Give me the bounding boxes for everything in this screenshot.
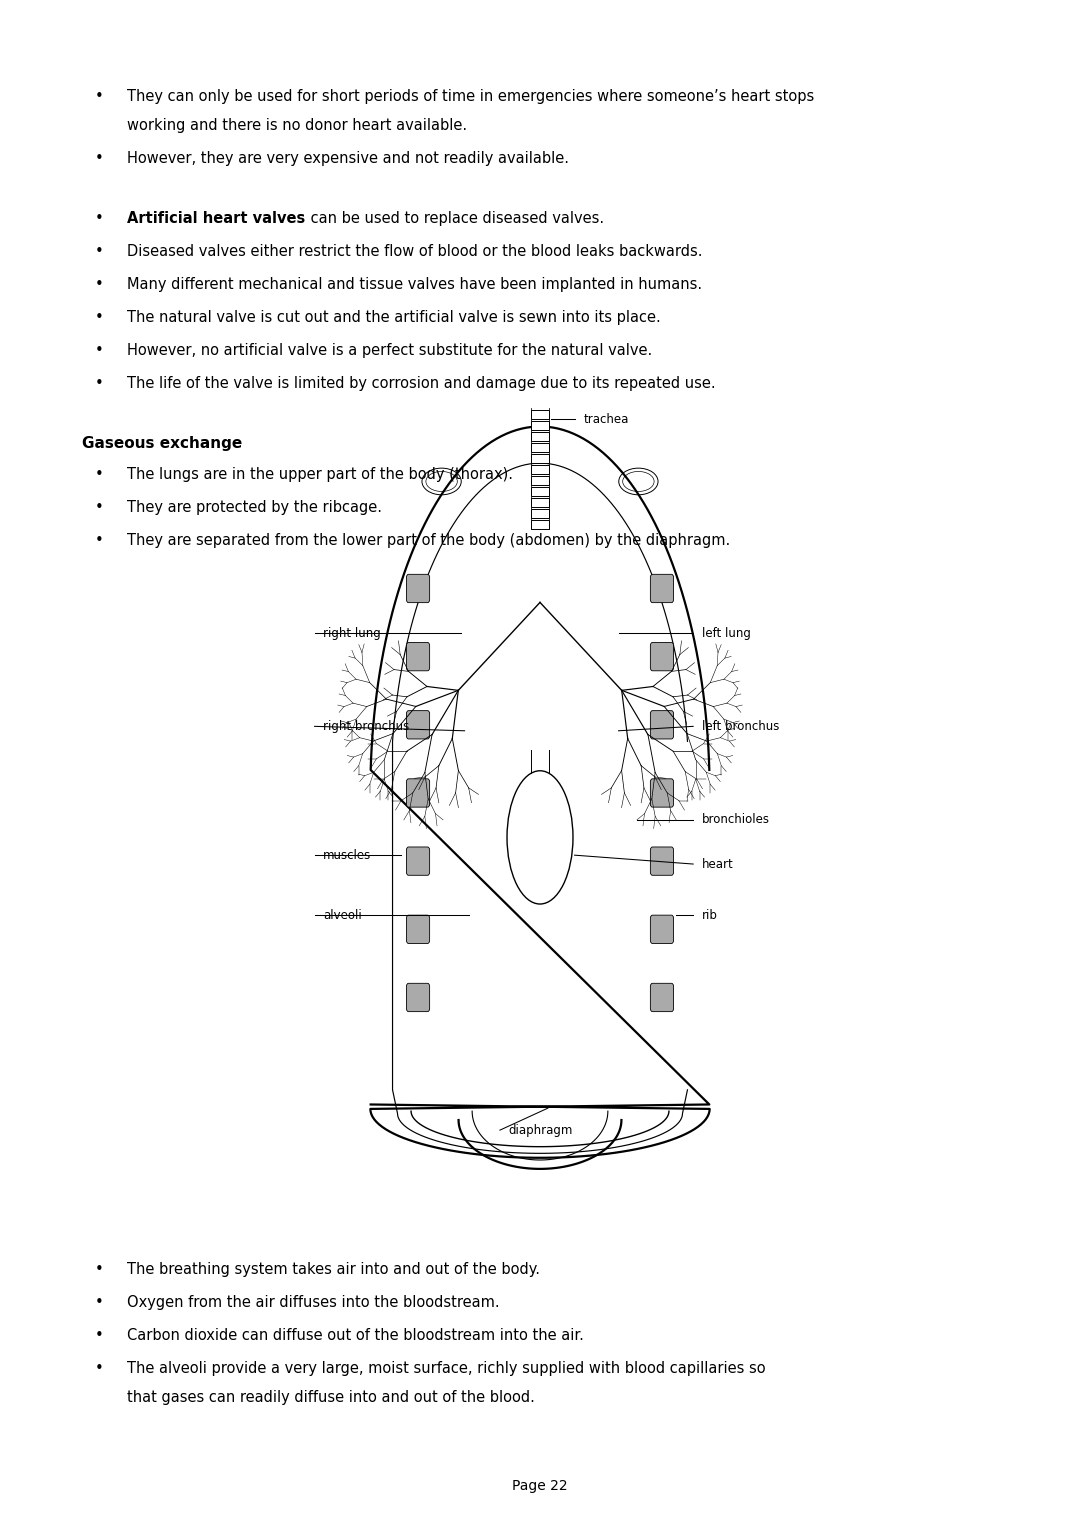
Text: The life of the valve is limited by corrosion and damage due to its repeated use: The life of the valve is limited by corr… (127, 376, 716, 391)
FancyBboxPatch shape (650, 983, 674, 1011)
Text: diaphragm: diaphragm (509, 1124, 573, 1136)
Bar (531, 487, 549, 496)
Text: However, they are very expensive and not readily available.: However, they are very expensive and not… (127, 151, 569, 166)
FancyBboxPatch shape (406, 847, 430, 875)
Bar (531, 475, 549, 484)
FancyBboxPatch shape (650, 915, 674, 944)
FancyBboxPatch shape (650, 847, 674, 875)
Text: They are separated from the lower part of the body (abdomen) by the diaphragm.: They are separated from the lower part o… (127, 533, 731, 548)
Text: Diseased valves either restrict the flow of blood or the blood leaks backwards.: Diseased valves either restrict the flow… (127, 244, 703, 260)
Text: •: • (95, 1328, 104, 1342)
Text: •: • (95, 1295, 104, 1310)
Text: •: • (95, 499, 104, 515)
Text: The natural valve is cut out and the artificial valve is sewn into its place.: The natural valve is cut out and the art… (127, 310, 661, 325)
Text: left lung: left lung (702, 626, 751, 640)
Text: left bronchus: left bronchus (702, 719, 779, 733)
Text: •: • (95, 1361, 104, 1376)
Text: Carbon dioxide can diffuse out of the bloodstream into the air.: Carbon dioxide can diffuse out of the bl… (127, 1328, 584, 1342)
FancyBboxPatch shape (406, 983, 430, 1011)
Bar (531, 464, 549, 473)
Text: Page 22: Page 22 (512, 1480, 568, 1493)
Bar (531, 498, 549, 507)
Bar (531, 443, 549, 452)
Text: The alveoli provide a very large, moist surface, richly supplied with blood capi: The alveoli provide a very large, moist … (127, 1361, 766, 1376)
Bar (531, 409, 549, 418)
Text: •: • (95, 244, 104, 260)
Text: •: • (95, 533, 104, 548)
FancyBboxPatch shape (650, 779, 674, 808)
FancyBboxPatch shape (406, 915, 430, 944)
Text: •: • (95, 278, 104, 292)
Bar (531, 508, 549, 518)
Text: Many different mechanical and tissue valves have been implanted in humans.: Many different mechanical and tissue val… (127, 278, 703, 292)
Text: The breathing system takes air into and out of the body.: The breathing system takes air into and … (127, 1263, 540, 1277)
Bar (531, 420, 549, 429)
Text: •: • (95, 151, 104, 166)
Text: •: • (95, 1263, 104, 1277)
Text: •: • (95, 89, 104, 104)
Bar (531, 519, 549, 528)
FancyBboxPatch shape (406, 643, 430, 670)
FancyBboxPatch shape (406, 710, 430, 739)
Text: that gases can readily diffuse into and out of the blood.: that gases can readily diffuse into and … (127, 1391, 536, 1405)
Text: •: • (95, 467, 104, 483)
Text: •: • (95, 376, 104, 391)
Text: heart: heart (702, 858, 733, 870)
Text: trachea: trachea (584, 412, 630, 426)
FancyBboxPatch shape (650, 643, 674, 670)
Text: Gaseous exchange: Gaseous exchange (82, 435, 242, 450)
Text: rib: rib (702, 909, 718, 922)
Bar (531, 432, 549, 441)
Text: muscles: muscles (323, 849, 372, 861)
Text: can be used to replace diseased valves.: can be used to replace diseased valves. (306, 212, 604, 226)
FancyBboxPatch shape (650, 710, 674, 739)
Text: alveoli: alveoli (323, 909, 362, 922)
Text: bronchioles: bronchioles (702, 812, 770, 826)
Text: working and there is no donor heart available.: working and there is no donor heart avai… (127, 118, 468, 133)
Text: Artificial heart valves: Artificial heart valves (127, 212, 306, 226)
Text: Oxygen from the air diffuses into the bloodstream.: Oxygen from the air diffuses into the bl… (127, 1295, 500, 1310)
Text: •: • (95, 212, 104, 226)
FancyBboxPatch shape (406, 574, 430, 603)
Text: However, no artificial valve is a perfect substitute for the natural valve.: However, no artificial valve is a perfec… (127, 342, 652, 357)
Text: They can only be used for short periods of time in emergencies where someone’s h: They can only be used for short periods … (127, 89, 814, 104)
Bar (531, 454, 549, 463)
Text: •: • (95, 342, 104, 357)
FancyBboxPatch shape (406, 779, 430, 808)
Text: The lungs are in the upper part of the body (thorax).: The lungs are in the upper part of the b… (127, 467, 513, 483)
Text: They are protected by the ribcage.: They are protected by the ribcage. (127, 499, 382, 515)
Text: right lung: right lung (323, 626, 381, 640)
Text: •: • (95, 310, 104, 325)
FancyBboxPatch shape (650, 574, 674, 603)
Text: right bronchus: right bronchus (323, 719, 409, 733)
Ellipse shape (507, 771, 573, 904)
